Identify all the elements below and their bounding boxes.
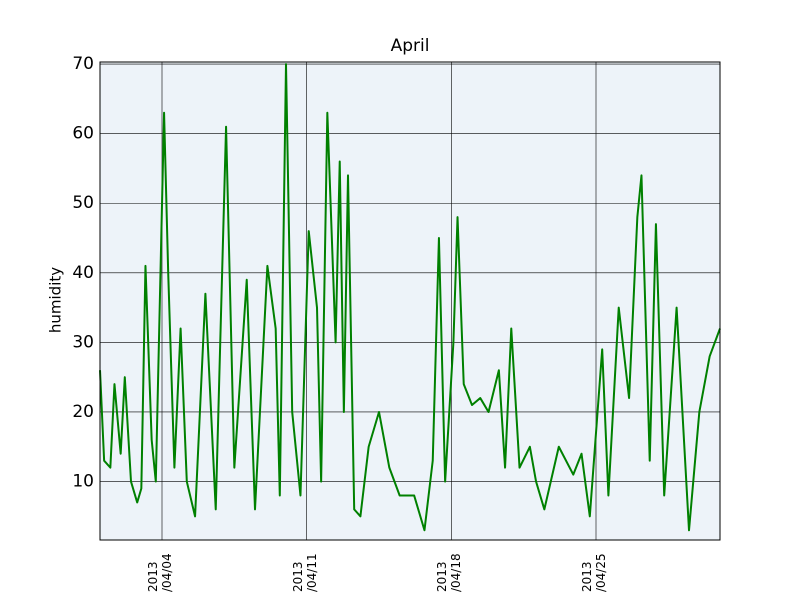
x-tick-label: 2013 /04/18 xyxy=(435,553,464,592)
y-tick-label: 60 xyxy=(72,124,94,144)
plot-area xyxy=(100,62,720,540)
chart-title: April xyxy=(391,36,430,56)
x-tick-label: 2013 /04/25 xyxy=(580,553,608,592)
plot-frame xyxy=(99,61,721,541)
x-tick-label: 2013 /04/04 xyxy=(146,553,174,592)
y-tick-label: 40 xyxy=(72,263,94,283)
x-tick-label: 2013 /04/11 xyxy=(290,553,319,592)
y-tick-label: 20 xyxy=(72,402,94,422)
y-tick-label: 10 xyxy=(72,472,94,492)
y-tick-label: 50 xyxy=(72,193,94,213)
data-line xyxy=(99,63,721,532)
y-tick-label: 30 xyxy=(72,332,94,352)
y-axis-label: humidity xyxy=(47,267,65,333)
y-tick-label: 70 xyxy=(72,54,94,74)
